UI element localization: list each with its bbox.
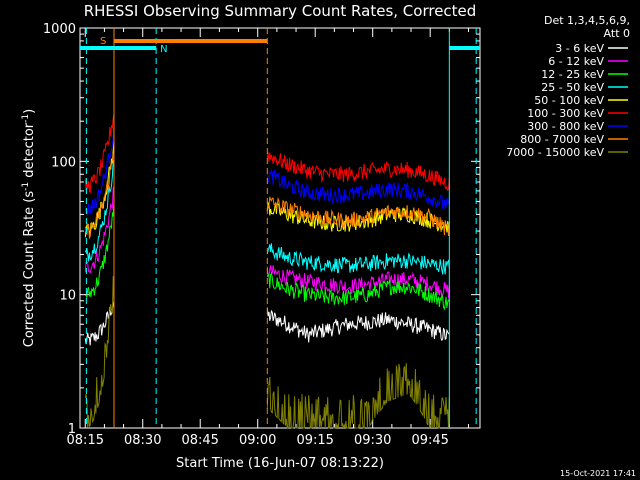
legend-header-line-2: Att 0	[604, 27, 630, 40]
x-tick-label: 08:45	[181, 433, 218, 448]
flag-annotation: S	[100, 36, 106, 47]
legend-label: 12 - 25 keV	[541, 68, 604, 81]
legend-header-line-1: Det 1,3,4,5,6,9,	[544, 14, 630, 27]
legend-label: 7000 - 15000 keV	[506, 146, 604, 159]
series-line	[84, 300, 115, 346]
x-tick-label: 08:30	[124, 433, 161, 448]
series-line	[266, 271, 450, 311]
y-tick-label: 1000	[43, 22, 76, 37]
timestamp: 15-Oct-2021 17:41	[560, 469, 636, 478]
series-line	[84, 185, 115, 274]
legend-label: 25 - 50 keV	[541, 81, 604, 94]
y-axis-label: Corrected Count Rate (s-1 detector-1)	[21, 109, 37, 347]
series-line	[84, 153, 115, 240]
legend-label: 3 - 6 keV	[555, 42, 604, 55]
x-tick-label: 08:15	[67, 433, 104, 448]
series-line	[266, 243, 450, 275]
series-line	[266, 168, 450, 210]
x-axis-label: Start Time (16-Jun-07 08:13:22)	[176, 456, 384, 471]
series-line	[266, 363, 450, 429]
x-tick-label: 09:45	[411, 433, 448, 448]
chart-title: RHESSI Observing Summary Count Rates, Co…	[84, 2, 477, 20]
legend-label: 800 - 7000 keV	[520, 133, 604, 146]
legend-label: 6 - 12 keV	[548, 55, 604, 68]
series-line	[84, 276, 115, 428]
series-line	[266, 307, 450, 343]
x-tick-label: 09:30	[354, 433, 391, 448]
flag-annotation: N	[160, 44, 167, 55]
x-tick-label: 09:00	[239, 433, 276, 448]
y-tick-label: 1	[68, 422, 76, 437]
series-line	[266, 201, 450, 235]
series-line	[84, 159, 115, 262]
plot-area: 1 10 100 1000 08:15 08:30 08:45 09:00 09:15 09:30…	[43, 22, 481, 448]
plot-frame	[79, 27, 481, 429]
series-line	[266, 196, 450, 237]
x-tick-label: 09:15	[296, 433, 333, 448]
legend-label: 300 - 800 keV	[527, 120, 604, 133]
legend-label: 50 - 100 keV	[534, 94, 604, 107]
legend-label: 100 - 300 keV	[527, 107, 604, 120]
y-tick-label: 100	[51, 155, 76, 170]
y-tick-label: 10	[59, 289, 76, 304]
series-line	[84, 121, 115, 217]
series-line	[84, 113, 115, 195]
series-line	[266, 152, 450, 192]
series-line	[85, 200, 115, 298]
